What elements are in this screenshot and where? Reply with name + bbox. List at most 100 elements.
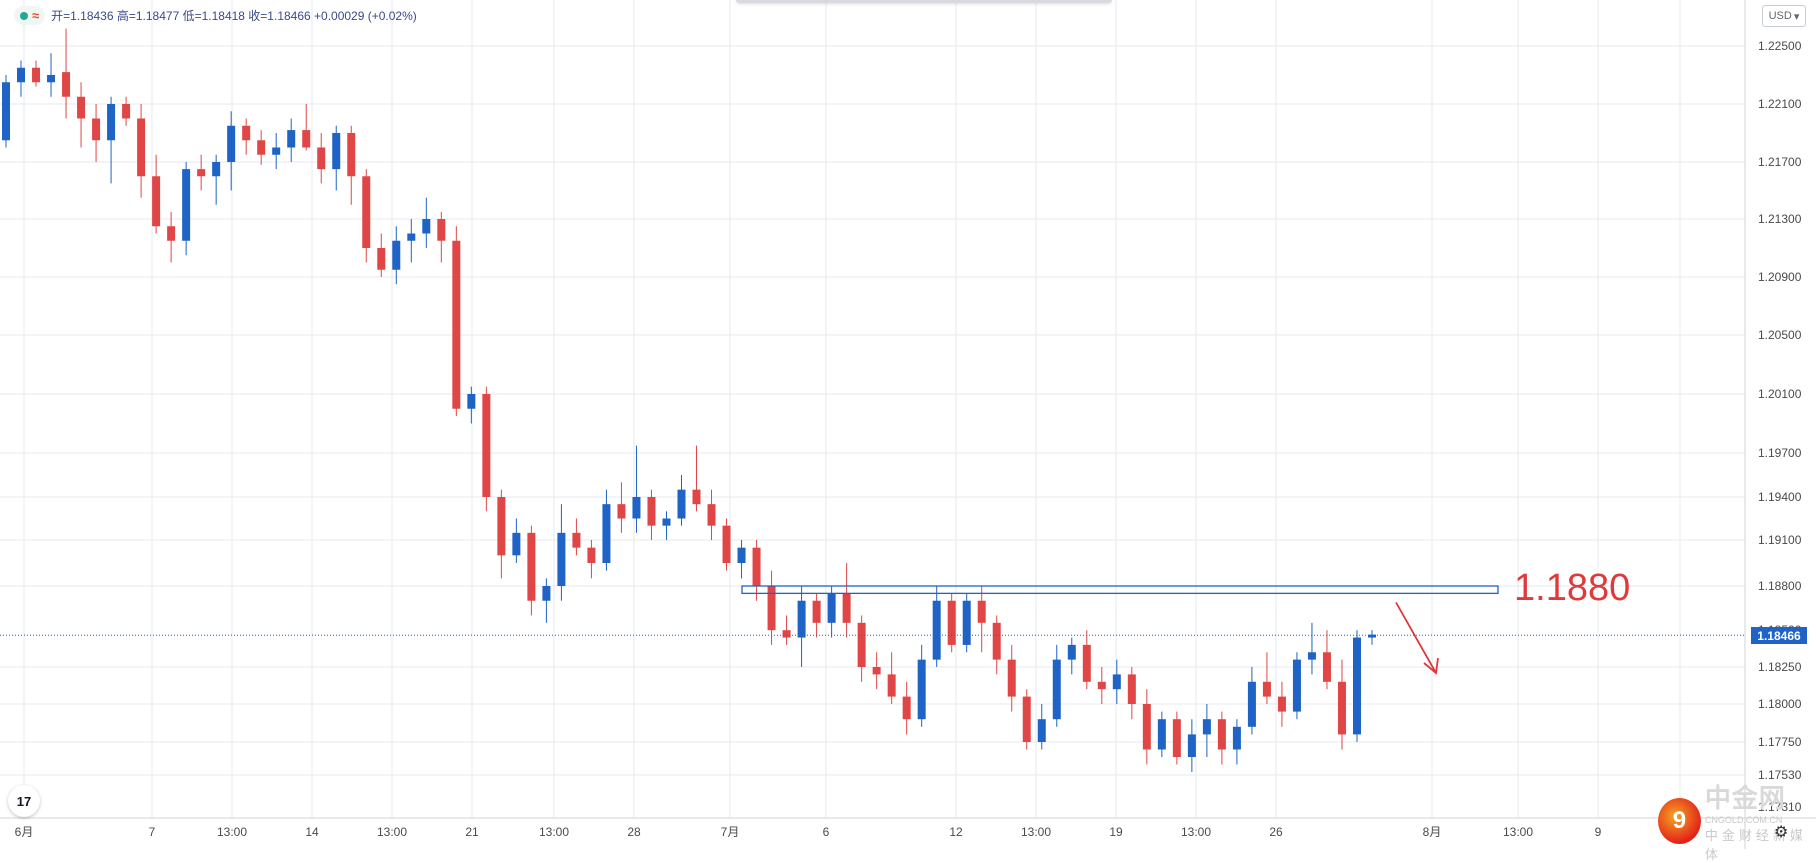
x-tick-label: 6月 (15, 825, 34, 839)
candle-body (92, 118, 101, 141)
y-tick-label: 1.22100 (1758, 97, 1802, 111)
candle-body (272, 147, 281, 155)
y-tick-label: 1.18250 (1758, 660, 1802, 674)
candle-body (347, 133, 356, 177)
y-tick-label: 1.22500 (1758, 39, 1802, 53)
wave-icon: ≈ (32, 8, 40, 23)
candle-body (497, 497, 506, 556)
x-tick-label: 8月 (1423, 825, 1442, 839)
last-price-tag: 1.18466 (1751, 627, 1807, 645)
candle-body (392, 240, 401, 270)
x-tick-label: 13:00 (1181, 825, 1211, 839)
candle-body (677, 489, 686, 519)
candle-body (932, 600, 941, 660)
candle-body (287, 130, 296, 148)
x-tick-label: 13:00 (1503, 825, 1533, 839)
y-tick-label: 1.20100 (1758, 387, 1802, 401)
candle-body (302, 130, 311, 148)
candle-body (467, 394, 476, 409)
candle-body (797, 600, 806, 638)
candle-body (482, 394, 491, 497)
candle-body (212, 162, 221, 177)
candle-body (1202, 719, 1211, 735)
candle-body (242, 125, 251, 141)
down-arrow-icon (1395, 601, 1437, 674)
candle-body (977, 600, 986, 623)
candle-body (32, 67, 41, 83)
candle-body (1337, 681, 1346, 735)
candle-body (1187, 734, 1196, 757)
candle-body (602, 504, 611, 563)
resistance-label: 1.1880 (1514, 567, 1630, 609)
y-tick-label-partial: 1.17310 (1758, 800, 1802, 814)
tradingview-logo-text: 17 (16, 793, 32, 809)
y-tick-label: 1.19700 (1758, 446, 1802, 460)
candle-body (1082, 644, 1091, 682)
currency-selector-button[interactable]: USD ▾ (1762, 5, 1806, 27)
candle-body (407, 233, 416, 241)
candle-body (1007, 659, 1016, 697)
candle-body (992, 622, 1001, 660)
x-tick-label: 19 (1109, 825, 1123, 839)
tradingview-logo-icon[interactable]: 17 (8, 785, 40, 817)
candle-body (1292, 659, 1301, 712)
x-tick-label: 9 (1595, 825, 1602, 839)
candle-body (572, 532, 581, 548)
candle-body (62, 72, 71, 97)
candle-body (587, 547, 596, 563)
cngold-logo-icon: 9 (1658, 797, 1701, 844)
candle-body (257, 140, 266, 155)
candle-body (1277, 696, 1286, 712)
candle-body (1052, 659, 1061, 720)
gear-icon[interactable]: ⚙ (1774, 824, 1789, 841)
panel-drag-handle[interactable] (736, 0, 1112, 3)
market-status-dot-icon (20, 11, 28, 20)
candle-body (1067, 644, 1076, 660)
symbol-status-pill[interactable]: ≈ (14, 6, 46, 25)
candle-body (527, 532, 536, 601)
y-tick-label: 1.18800 (1758, 579, 1802, 593)
candle-body (842, 593, 851, 623)
candle-body (512, 532, 521, 556)
candle-body (122, 104, 131, 119)
y-tick-label: 1.19400 (1758, 490, 1802, 504)
candle-body (962, 600, 971, 645)
candle-body (857, 622, 866, 667)
candle-body (107, 104, 116, 141)
candle-body (197, 169, 206, 177)
candle-body (737, 547, 746, 563)
candle-body (377, 248, 386, 270)
candle-body (1217, 719, 1226, 750)
candle-body (872, 667, 881, 675)
candle-body (707, 504, 716, 526)
y-tick-label: 1.21700 (1758, 155, 1802, 169)
candle-body (542, 586, 551, 601)
candle-body (1127, 674, 1136, 704)
candle-body (887, 674, 896, 697)
x-tick-label: 14 (305, 825, 319, 839)
y-tick-label: 1.20900 (1758, 270, 1802, 284)
x-tick-label: 12 (949, 825, 963, 839)
candle-body (317, 147, 326, 170)
x-tick-label: 13:00 (377, 825, 407, 839)
candle-body (947, 600, 956, 645)
candle-body (422, 219, 431, 234)
candle-body (362, 176, 371, 248)
ohlc-values: 开=1.18436 高=1.18477 低=1.18418 收=1.18466 … (51, 9, 417, 23)
candle-body (902, 696, 911, 720)
candle-body (137, 118, 146, 177)
y-tick-label: 1.19100 (1758, 533, 1802, 547)
candle-body (767, 586, 776, 631)
candle-body (1368, 634, 1376, 638)
candle-body (17, 67, 26, 83)
candle-body (647, 497, 656, 526)
candle-body (2, 82, 10, 141)
candle-body (917, 659, 926, 720)
candle-body (1097, 681, 1106, 690)
x-tick-label: 6 (823, 825, 830, 839)
x-tick-label: 7月 (721, 825, 740, 839)
candle-body (1307, 652, 1316, 660)
currency-label: USD (1768, 10, 1792, 22)
